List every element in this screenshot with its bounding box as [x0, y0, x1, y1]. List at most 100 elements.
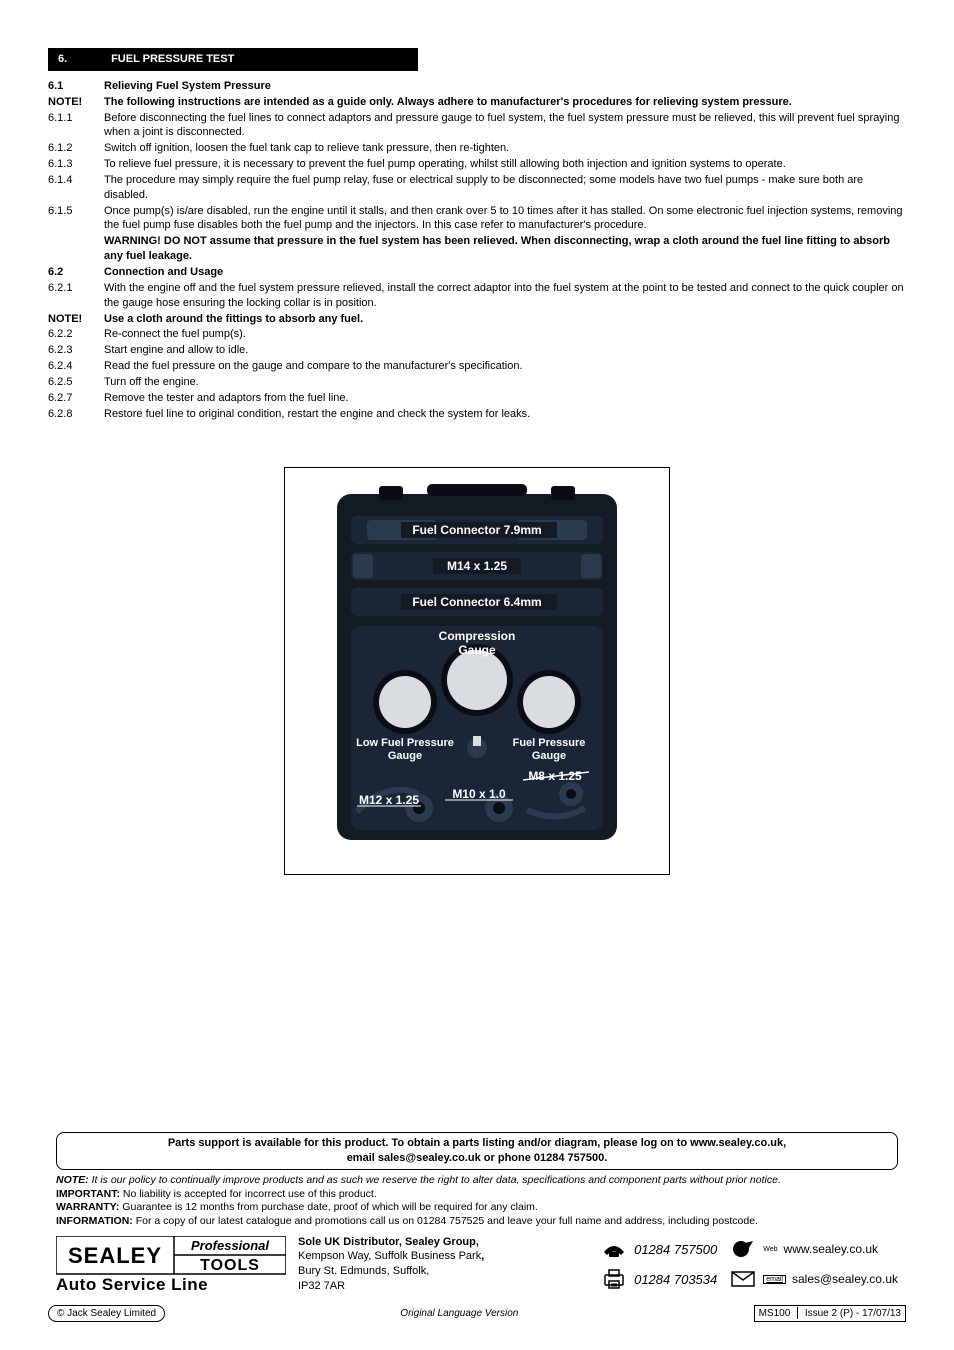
line-text: Re-connect the fuel pump(s).: [104, 327, 906, 342]
doc-line: 6.2.2Re-connect the fuel pump(s).: [48, 327, 906, 342]
line-number: 6.1.3: [48, 157, 104, 172]
svg-text:Compression: Compression: [439, 629, 516, 643]
web-url: www.sealey.co.uk: [784, 1241, 878, 1257]
line-text: Turn off the engine.: [104, 375, 906, 390]
doc-line: 6.2.4Read the fuel pressure on the gauge…: [48, 359, 906, 374]
line-number: 6.2.3: [48, 343, 104, 358]
doc-line: NOTE!The following instructions are inte…: [48, 95, 906, 110]
line-number: 6.2.5: [48, 375, 104, 390]
line-number: NOTE!: [48, 312, 104, 327]
line-number: NOTE!: [48, 95, 104, 110]
line-text: Switch off ignition, loosen the fuel tan…: [104, 141, 906, 156]
parts-line-2: email sales@sealey.co.uk or phone 01284 …: [65, 1151, 889, 1166]
line-text: Connection and Usage: [104, 265, 906, 280]
fax-icon: [600, 1269, 628, 1289]
doc-line: 6.1.1Before disconnecting the fuel lines…: [48, 111, 906, 141]
information-text: For a copy of our latest catalogue and p…: [133, 1215, 758, 1227]
important-text: No liability is accepted for incorrect u…: [120, 1188, 377, 1200]
doc-line: 6.2.3Start engine and allow to idle.: [48, 343, 906, 358]
svg-text:M8 x 1.25: M8 x 1.25: [528, 769, 582, 783]
line-text: To relieve fuel pressure, it is necessar…: [104, 157, 906, 172]
addr-2-suffix: ,: [481, 1250, 484, 1262]
phone-icon: [600, 1239, 628, 1259]
line-text: WARNING! DO NOT assume that pressure in …: [104, 234, 906, 264]
line-number: 6.2.1: [48, 281, 104, 311]
svg-text:Fuel Connector 7.9mm: Fuel Connector 7.9mm: [412, 523, 541, 537]
line-number: 6.1.5: [48, 204, 104, 234]
figure-container: Fuel Connector 7.9mm M14 x 1.25 Fuel Con…: [48, 467, 906, 880]
svg-text:M14 x 1.25: M14 x 1.25: [447, 559, 507, 573]
addr-3: Bury St. Edmunds, Suffolk,: [298, 1264, 588, 1279]
centre-text: Original Language Version: [165, 1307, 754, 1321]
svg-text:TOOLS: TOOLS: [200, 1257, 260, 1274]
line-text: Read the fuel pressure on the gauge and …: [104, 359, 906, 374]
line-text: Before disconnecting the fuel lines to c…: [104, 111, 906, 141]
line-text: Remove the tester and adaptors from the …: [104, 391, 906, 406]
svg-text:M10 x 1.0: M10 x 1.0: [452, 787, 506, 801]
contact-numbers: 01284 757500 01284 703534: [600, 1239, 717, 1289]
distributor-address: Sole UK Distributor, Sealey Group, Kemps…: [298, 1235, 588, 1294]
line-text: Use a cloth around the fittings to absor…: [104, 312, 906, 327]
line-text: With the engine off and the fuel system …: [104, 281, 906, 311]
svg-text:Low Fuel Pressure: Low Fuel Pressure: [356, 737, 454, 749]
addr-4: IP32 7AR: [298, 1279, 588, 1294]
line-number: 6.2.4: [48, 359, 104, 374]
line-text: Once pump(s) is/are disabled, run the en…: [104, 204, 906, 234]
document-body: 6.1Relieving Fuel System PressureNOTE!Th…: [48, 79, 906, 422]
product-code: MS100: [759, 1308, 791, 1319]
information-label: INFORMATION:: [56, 1215, 133, 1227]
important-label: IMPORTANT:: [56, 1188, 120, 1200]
doc-line: 6.1.2Switch off ignition, loosen the fue…: [48, 141, 906, 156]
doc-line: 6.2.8Restore fuel line to original condi…: [48, 407, 906, 422]
figure-border: Fuel Connector 7.9mm M14 x 1.25 Fuel Con…: [284, 467, 670, 875]
svg-text:M12 x 1.25: M12 x 1.25: [359, 793, 419, 807]
note-label: NOTE:: [56, 1174, 89, 1186]
warranty-text: Guarantee is 12 months from purchase dat…: [119, 1201, 537, 1213]
doc-line: 6.2.7Remove the tester and adaptors from…: [48, 391, 906, 406]
copyright-pill: © Jack Sealey Limited: [48, 1305, 165, 1323]
line-number: 6.1.2: [48, 141, 104, 156]
web-icon: [729, 1239, 757, 1259]
fax-number: 01284 703534: [634, 1271, 717, 1289]
doc-line: 6.1.3To relieve fuel pressure, it is nec…: [48, 157, 906, 172]
doc-line: 6.1.4The procedure may simply require th…: [48, 173, 906, 203]
doc-line: 6.2Connection and Usage: [48, 265, 906, 280]
email-icon: [729, 1269, 757, 1289]
issue-box: MS100 Issue 2 (P) - 17/07/13: [754, 1305, 906, 1323]
line-number: 6.2.8: [48, 407, 104, 422]
section-title: FUEL PRESSURE TEST: [111, 53, 234, 65]
svg-text:Professional: Professional: [191, 1238, 269, 1253]
doc-line: 6.2.1With the engine off and the fuel sy…: [48, 281, 906, 311]
addr-1: Sole UK Distributor, Sealey Group,: [298, 1236, 479, 1248]
svg-text:Gauge: Gauge: [458, 643, 496, 657]
svg-text:Fuel Pressure: Fuel Pressure: [513, 737, 586, 749]
section-number: 6.: [58, 52, 108, 67]
doc-line: 6.1.5Once pump(s) is/are disabled, run t…: [48, 204, 906, 234]
doc-line: 6.1Relieving Fuel System Pressure: [48, 79, 906, 94]
footer-section: Parts support is available for this prod…: [48, 1132, 906, 1294]
brand-logo: SEALEY Professional TOOLS Auto Service L…: [56, 1236, 286, 1292]
web-tag: Web: [763, 1245, 777, 1254]
contact-links: Web www.sealey.co.uk email sales@sealey.…: [729, 1239, 898, 1289]
doc-line: 6.2.5Turn off the engine.: [48, 375, 906, 390]
line-text: Start engine and allow to idle.: [104, 343, 906, 358]
line-number: 6.2.7: [48, 391, 104, 406]
line-number: 6.2: [48, 265, 104, 280]
parts-line-1: Parts support is available for this prod…: [65, 1136, 889, 1151]
line-number: 6.1.4: [48, 173, 104, 203]
notes-block: NOTE: It is our policy to continually im…: [56, 1174, 898, 1229]
line-number: 6.1: [48, 79, 104, 94]
line-text: The following instructions are intended …: [104, 95, 906, 110]
line-number: 6.1.1: [48, 111, 104, 141]
bottom-bar: © Jack Sealey Limited Original Language …: [48, 1305, 906, 1323]
line-number: 6.2.2: [48, 327, 104, 342]
email-tag: email: [763, 1275, 786, 1284]
svg-text:SEALEY: SEALEY: [68, 1243, 162, 1268]
footer-grid: SEALEY Professional TOOLS Auto Service L…: [56, 1235, 898, 1294]
line-text: The procedure may simply require the fue…: [104, 173, 906, 203]
addr-2: Kempson Way, Suffolk Business Park: [298, 1250, 481, 1262]
parts-support-box: Parts support is available for this prod…: [56, 1132, 898, 1170]
product-diagram: Fuel Connector 7.9mm M14 x 1.25 Fuel Con…: [327, 480, 627, 850]
doc-line: WARNING! DO NOT assume that pressure in …: [48, 234, 906, 264]
svg-text:Gauge: Gauge: [388, 750, 422, 762]
